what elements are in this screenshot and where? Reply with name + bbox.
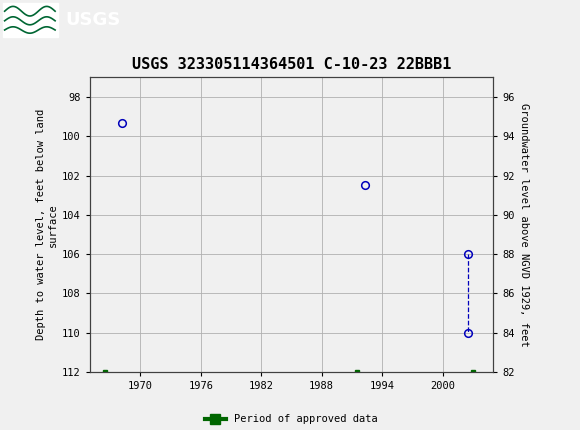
Title: USGS 323305114364501 C-10-23 22BBB1: USGS 323305114364501 C-10-23 22BBB1 bbox=[132, 57, 451, 72]
Legend: Period of approved data: Period of approved data bbox=[201, 410, 382, 429]
Y-axis label: Groundwater level above NGVD 1929, feet: Groundwater level above NGVD 1929, feet bbox=[519, 103, 529, 347]
Text: USGS: USGS bbox=[65, 11, 120, 29]
Y-axis label: Depth to water level, feet below land
surface: Depth to water level, feet below land su… bbox=[37, 109, 58, 340]
FancyBboxPatch shape bbox=[3, 3, 58, 37]
